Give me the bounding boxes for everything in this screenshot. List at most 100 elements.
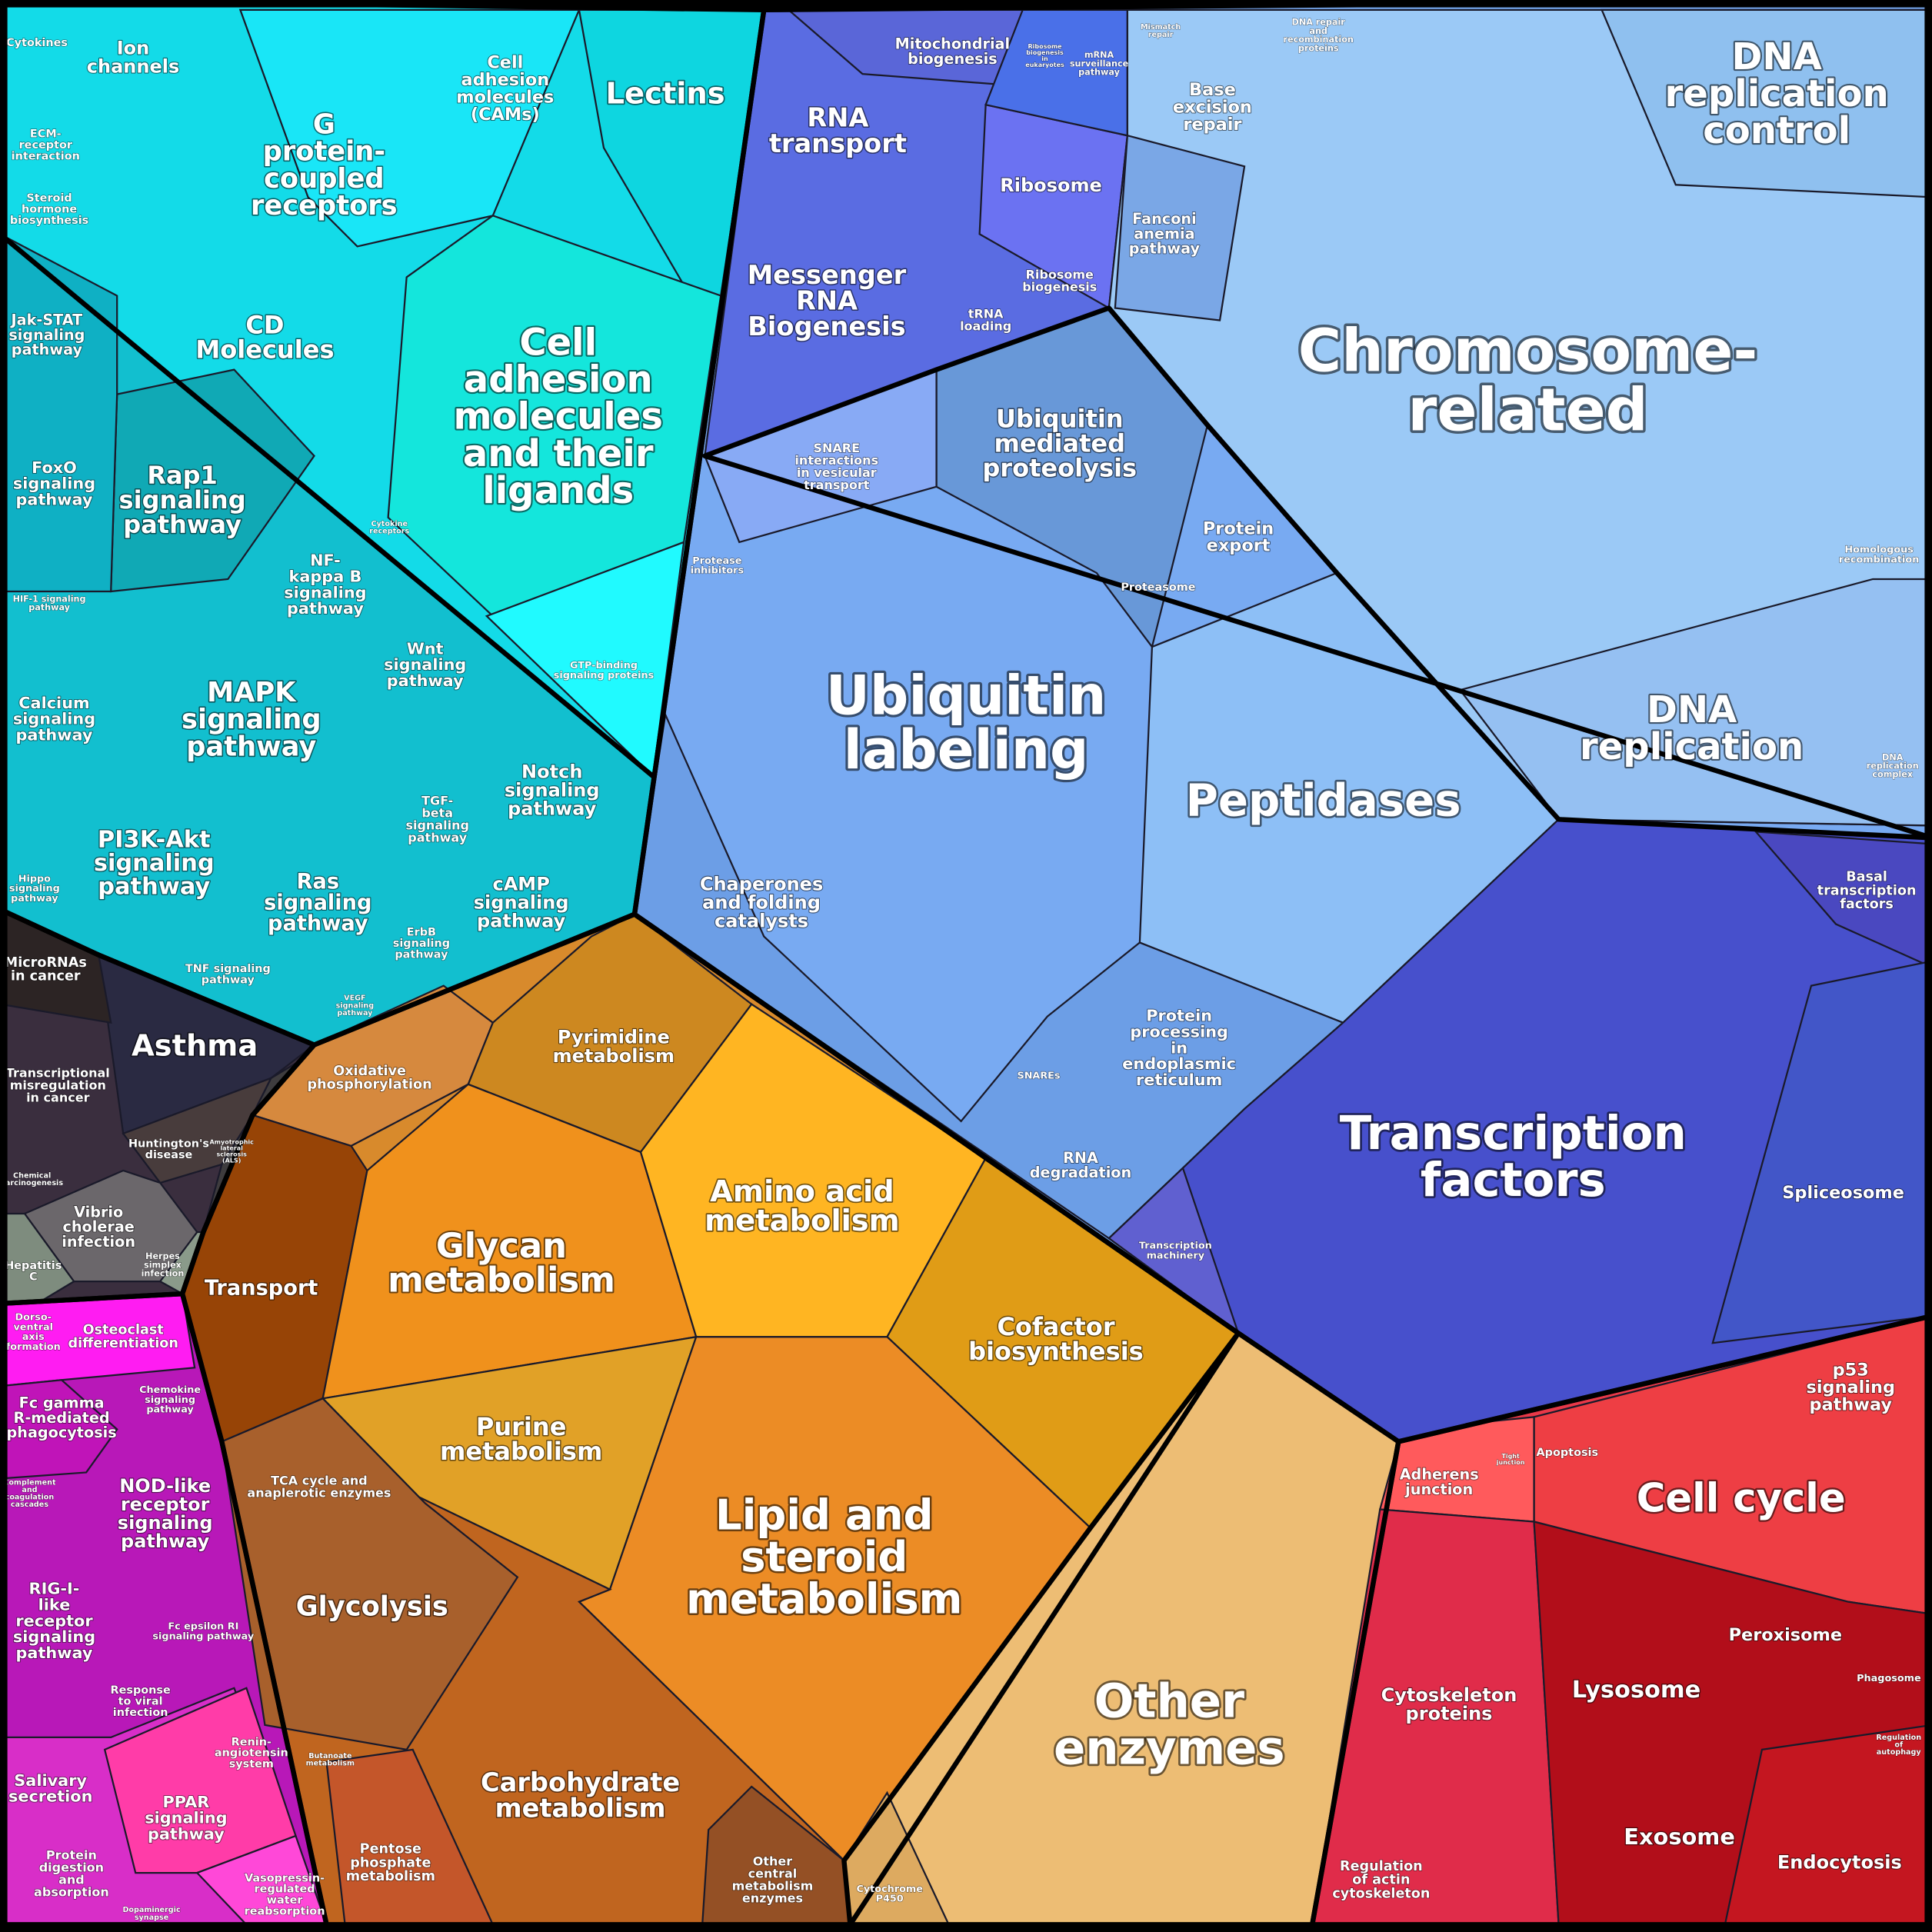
label-line: signaling (118, 1512, 213, 1534)
label: Peptidases (1186, 774, 1461, 826)
label-line: pathway (477, 910, 566, 931)
label-line: molecules (456, 87, 554, 107)
label-line: tRNA (968, 306, 1004, 321)
label-line: coagulation (5, 1493, 55, 1501)
label: Lysosome (1572, 1677, 1701, 1704)
label-line: Glycolysis (296, 1591, 448, 1623)
label: Phagosome (1857, 1672, 1921, 1684)
label: Protein digestion and absorption (34, 1847, 109, 1899)
label-line: adhesion (464, 358, 653, 401)
label-line: biogenesis (1022, 279, 1097, 294)
label-line: lateral (220, 1144, 243, 1151)
label-line: ErbB (407, 927, 436, 939)
label-line: receptor (121, 1494, 210, 1515)
label-line: (CAMs) (471, 104, 540, 124)
label: TCA cycle and anaplerotic enzymes (247, 1473, 391, 1500)
label-line: Peroxisome (1729, 1624, 1842, 1644)
label: TNF signaling pathway (185, 963, 271, 986)
label-line: anemia (1134, 225, 1194, 242)
label-line: complex (1872, 770, 1913, 780)
label-line: proteins (1406, 1703, 1493, 1724)
label-line: synapse (135, 1914, 169, 1922)
label-line: Hepatitis (5, 1260, 62, 1272)
label-line: infection (62, 1232, 135, 1250)
label-line: Molecules (195, 335, 334, 365)
label: MicroRNAs in cancer (5, 955, 87, 984)
label-line: metabolism (732, 1878, 814, 1893)
label-line: autophagy (1877, 1748, 1922, 1757)
label-line: Protein (1146, 1007, 1212, 1025)
label-line: Regulation (1876, 1734, 1921, 1742)
label: Basal transcription factors (1817, 870, 1917, 912)
label-line: pathway (148, 1824, 225, 1843)
label-line: signaling (405, 818, 469, 832)
label-line: of (1894, 1740, 1904, 1749)
label-line: secretion (8, 1787, 92, 1806)
label-line: molecules (453, 395, 662, 438)
label-line: metabolism (346, 1869, 435, 1884)
label: cAMP signaling pathway (474, 873, 569, 931)
label-line: pathway (387, 671, 464, 690)
label: Homologous recombination (1839, 544, 1919, 565)
label-line: regulated (255, 1884, 315, 1896)
label-line: Cell (519, 321, 597, 365)
label-line: enzymes (1054, 1720, 1285, 1775)
label: Protein processing in endoplasmic reticulum (1122, 1007, 1236, 1089)
label: Chemokine signaling pathway (139, 1384, 201, 1416)
label-line: repair (1183, 114, 1241, 134)
label-line: Ubiquitin (996, 404, 1124, 433)
label-line: junction (1496, 1458, 1525, 1465)
label-line: DNA repair (1292, 18, 1346, 28)
label-line: signaling (145, 1809, 227, 1827)
label-line: Amino acid (710, 1174, 894, 1208)
label-line: axis (22, 1331, 45, 1343)
region (0, 1212, 75, 1305)
label: Response to viral infection (111, 1684, 171, 1719)
label-line: Ribosome (1026, 267, 1094, 281)
label: Protein export (1203, 518, 1274, 555)
label-line: signaling (264, 891, 371, 914)
label: Other central metabolism enzymes (732, 1854, 814, 1905)
label-line: Dopaminergic (122, 1906, 181, 1914)
label-line: transcription (1817, 883, 1917, 898)
label-line: signaling (384, 655, 466, 674)
label-line: factors (1421, 1153, 1606, 1208)
label: Vasopressin-regulated water reabsorption (245, 1872, 325, 1917)
label-line: and their (463, 432, 654, 475)
label-line: Mismatch (1141, 23, 1181, 32)
label-line: and (58, 1872, 85, 1887)
label-line: Lectins (606, 76, 725, 111)
label-line: cAMP (492, 873, 549, 894)
label-line: Notch (521, 761, 582, 782)
label-line: pathway (16, 490, 93, 508)
label-line: signaling pathway (152, 1631, 254, 1642)
label: Chaperones and folding catalysts (700, 873, 823, 931)
label-line: hormone (22, 203, 77, 215)
label-line: reabsorption (245, 1906, 325, 1918)
label-line: C (29, 1271, 38, 1284)
label-line: kappa B (289, 568, 362, 586)
label-line: Adherens (1400, 1465, 1479, 1483)
label-line: ventral (13, 1321, 53, 1333)
label-line: Other (1094, 1674, 1244, 1728)
label-line: pathway (186, 731, 316, 762)
label: Adherens junction (1400, 1465, 1479, 1497)
label-line: Lipid and (715, 1491, 933, 1540)
label-line: surveillance (1070, 58, 1129, 68)
label-line: Messenger (748, 259, 907, 289)
label-line: proteins (1298, 43, 1339, 53)
label-line: ligands (482, 469, 634, 512)
label-line: metabolism (388, 1260, 615, 1301)
label: Cell adhesion molecules and their ligands (453, 321, 662, 512)
region (485, 541, 685, 778)
label-line: Pyrimidine (558, 1027, 670, 1048)
label-line: water (267, 1894, 304, 1907)
label-line: Apoptosis (1537, 1447, 1599, 1459)
label-line: Wnt (407, 639, 444, 658)
label-line: pathway (508, 798, 597, 820)
region (1600, 8, 1932, 198)
label-line: steroid (741, 1532, 908, 1581)
label-line: Cofactor (997, 1312, 1114, 1341)
label-line: pathway (337, 1009, 373, 1018)
label: Transcription factors (1340, 1106, 1687, 1208)
